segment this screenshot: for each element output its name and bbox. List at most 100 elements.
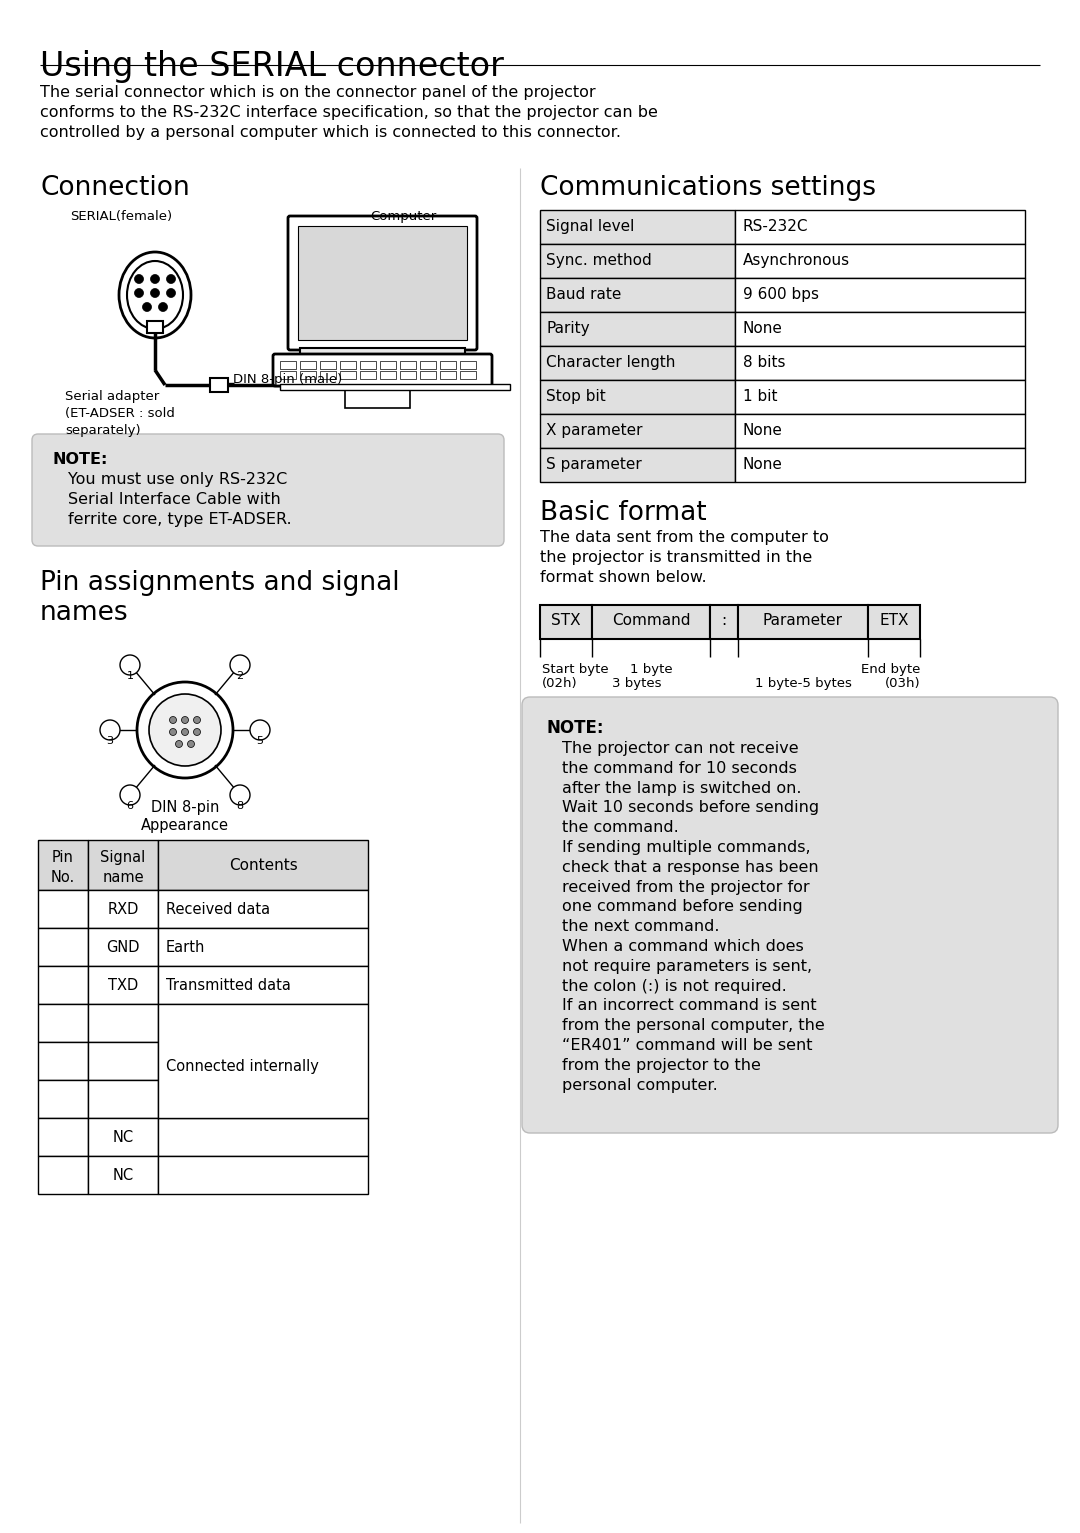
Text: 1: 1 — [126, 671, 134, 681]
Bar — [87, 840, 158, 891]
FancyBboxPatch shape — [288, 216, 477, 350]
Circle shape — [166, 288, 175, 297]
Text: The serial connector which is on the connector panel of the projector
conforms t: The serial connector which is on the con… — [40, 84, 658, 140]
Bar — [300, 348, 465, 356]
Bar — [540, 346, 735, 380]
Bar — [540, 414, 735, 448]
Circle shape — [166, 274, 175, 284]
Text: ETX: ETX — [879, 613, 908, 629]
Text: 8 bits: 8 bits — [743, 356, 785, 369]
Text: Pin
No.: Pin No. — [51, 849, 76, 885]
Text: You must use only RS-232C
Serial Interface Cable with
ferrite core, type ET-ADSE: You must use only RS-232C Serial Interfa… — [68, 472, 292, 527]
Circle shape — [170, 716, 176, 724]
Text: None: None — [743, 457, 783, 472]
Bar — [340, 360, 356, 369]
Bar — [38, 966, 87, 1004]
Text: Transmitted data: Transmitted data — [166, 978, 291, 993]
Bar — [87, 966, 158, 1004]
Text: (02h): (02h) — [542, 678, 578, 690]
Bar — [210, 379, 228, 392]
Bar — [298, 225, 467, 340]
Ellipse shape — [119, 251, 191, 337]
Circle shape — [159, 302, 167, 311]
Bar — [300, 371, 316, 379]
Bar — [158, 966, 368, 1004]
Text: DIN 8-pin: DIN 8-pin — [151, 800, 219, 816]
Text: Baud rate: Baud rate — [546, 287, 621, 302]
Bar — [300, 360, 316, 369]
Text: GND: GND — [106, 940, 139, 955]
Bar — [345, 386, 410, 408]
Ellipse shape — [127, 261, 183, 330]
FancyBboxPatch shape — [522, 698, 1058, 1133]
Text: 9 600 bps: 9 600 bps — [743, 287, 819, 302]
Bar — [38, 1156, 87, 1194]
Bar — [380, 360, 396, 369]
Text: 1 byte: 1 byte — [630, 662, 673, 676]
Text: Start byte: Start byte — [542, 662, 609, 676]
Bar — [460, 360, 476, 369]
Bar — [280, 383, 510, 389]
Text: 1 byte-5 bytes: 1 byte-5 bytes — [755, 678, 851, 690]
Bar — [420, 371, 436, 379]
Bar — [38, 1004, 87, 1042]
Circle shape — [149, 694, 221, 766]
Text: Command: Command — [611, 613, 690, 629]
Bar — [158, 1156, 368, 1194]
Text: The projector can not receive
the command for 10 seconds
after the lamp is switc: The projector can not receive the comman… — [562, 740, 825, 1093]
Bar — [540, 277, 735, 313]
Text: Asynchronous: Asynchronous — [743, 253, 850, 268]
Bar — [38, 840, 87, 891]
Bar — [735, 346, 1025, 380]
Bar — [738, 606, 868, 639]
Circle shape — [188, 740, 194, 748]
Bar — [158, 1118, 368, 1156]
Text: Serial adapter
(ET-ADSER : sold
separately): Serial adapter (ET-ADSER : sold separate… — [65, 389, 175, 437]
Text: Parity: Parity — [546, 320, 590, 336]
Bar — [87, 1081, 158, 1118]
Text: Received data: Received data — [166, 901, 270, 917]
Bar — [735, 448, 1025, 481]
Text: The data sent from the computer to
the projector is transmitted in the
format sh: The data sent from the computer to the p… — [540, 530, 828, 584]
Text: :: : — [721, 613, 727, 629]
Text: DIN 8-pin (male): DIN 8-pin (male) — [233, 373, 342, 386]
Bar — [320, 371, 336, 379]
Bar — [868, 606, 920, 639]
Circle shape — [181, 728, 189, 736]
Bar — [38, 891, 87, 927]
Bar — [87, 1118, 158, 1156]
Circle shape — [137, 682, 233, 779]
Bar — [540, 313, 735, 346]
Bar — [340, 371, 356, 379]
Bar — [280, 360, 296, 369]
Text: Stop bit: Stop bit — [546, 389, 606, 405]
Text: Parameter: Parameter — [762, 613, 843, 629]
Bar — [147, 320, 163, 333]
Bar — [540, 380, 735, 414]
Circle shape — [181, 716, 189, 724]
Bar — [87, 891, 158, 927]
Text: Basic format: Basic format — [540, 500, 706, 526]
Bar — [360, 360, 376, 369]
Text: X parameter: X parameter — [546, 423, 643, 438]
Bar — [87, 927, 158, 966]
Text: Appearance: Appearance — [141, 819, 229, 832]
Bar — [540, 606, 592, 639]
Text: RS-232C: RS-232C — [743, 219, 809, 235]
Text: 5: 5 — [257, 736, 264, 747]
Bar — [38, 1118, 87, 1156]
Circle shape — [170, 728, 176, 736]
Text: 3 bytes: 3 bytes — [612, 678, 661, 690]
Text: 2: 2 — [237, 671, 244, 681]
Text: Connected internally: Connected internally — [166, 1059, 319, 1075]
Bar — [710, 606, 738, 639]
Text: Signal
name: Signal name — [100, 849, 146, 885]
Bar — [158, 1004, 368, 1118]
Circle shape — [193, 716, 201, 724]
Text: Communications settings: Communications settings — [540, 175, 876, 201]
Bar — [400, 360, 416, 369]
Bar — [735, 380, 1025, 414]
Bar — [38, 1042, 87, 1081]
Bar — [540, 448, 735, 481]
Circle shape — [230, 655, 249, 675]
